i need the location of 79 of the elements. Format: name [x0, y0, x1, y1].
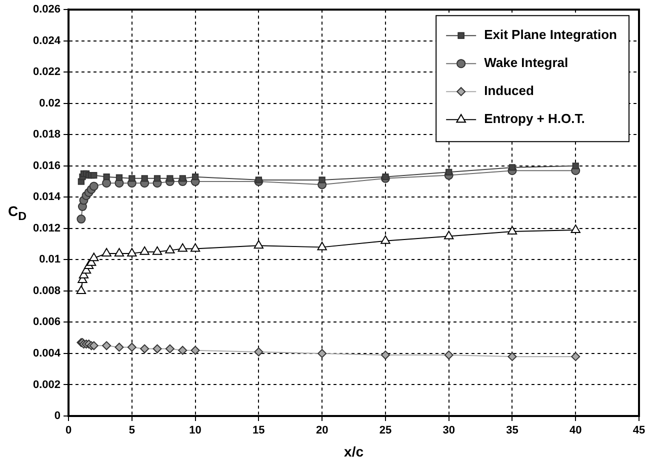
y-tick-label: 0.022 [32, 66, 61, 78]
point [254, 240, 264, 249]
y-tick-label: 0.012 [32, 222, 61, 234]
legend-label: Induced [484, 83, 534, 98]
point [89, 341, 98, 350]
y-axis-title: C$_{D}$ [8, 203, 27, 223]
point [190, 346, 200, 355]
point [255, 176, 262, 184]
point [152, 344, 162, 354]
x-tick-label: 0 [65, 424, 72, 437]
point [444, 230, 454, 240]
point [444, 350, 454, 360]
point [571, 352, 580, 362]
point [190, 243, 200, 252]
point [76, 285, 86, 294]
point [140, 344, 150, 354]
x-tick-label: 5 [128, 424, 135, 437]
x-tick-label: 40 [569, 424, 582, 437]
legend-label: Wake Integral [484, 55, 568, 70]
x-tick-label: 35 [506, 424, 518, 437]
y-tick-label: 0.004 [32, 348, 62, 360]
point [127, 342, 136, 352]
x-axis-title: x/c [344, 443, 364, 460]
y-tick-label: 0.006 [32, 316, 61, 328]
point [380, 350, 390, 360]
point [102, 341, 112, 350]
y-tick-label: 0.02 [39, 97, 61, 110]
point [103, 174, 110, 180]
point [154, 175, 161, 182]
y-tick-label: 0.024 [32, 34, 62, 47]
y-tick-label: 0.01 [39, 254, 61, 266]
point [570, 224, 580, 233]
y-tick-label: 0.008 [32, 284, 61, 297]
point [254, 347, 264, 356]
legend-label: Exit Plane Integration [484, 27, 618, 42]
point [116, 174, 123, 181]
x-tick-label: 10 [189, 424, 202, 437]
point [165, 244, 175, 254]
point [165, 344, 174, 354]
point [179, 175, 186, 182]
point [318, 348, 327, 358]
y-tick-label: 0.026 [32, 4, 61, 16]
x-tick-label: 45 [632, 424, 646, 437]
x-tick-label: 30 [442, 424, 455, 437]
y-tick-label: 0.014 [32, 191, 62, 204]
y-tick-label: 0.018 [32, 128, 61, 141]
legend-label: Entropy + H.O.T. [484, 111, 585, 126]
point [140, 246, 150, 255]
y-tick-label: 0.016 [32, 160, 61, 172]
point [90, 172, 98, 179]
point [102, 178, 112, 188]
point [114, 248, 124, 256]
point [178, 346, 188, 355]
point [317, 242, 327, 250]
point [572, 162, 579, 170]
point [127, 248, 137, 256]
x-tick-label: 20 [316, 424, 328, 437]
point [102, 248, 112, 256]
point [114, 342, 124, 352]
point [166, 175, 174, 182]
point [192, 174, 199, 180]
x-tick-label: 15 [252, 424, 265, 437]
point [318, 176, 326, 184]
point [76, 214, 86, 224]
x-tick-label: 25 [379, 424, 392, 437]
y-tick-label: 0.002 [32, 378, 61, 391]
point [508, 352, 517, 362]
point [152, 246, 162, 255]
point [178, 243, 188, 252]
point [141, 175, 148, 182]
point [128, 175, 136, 182]
point [89, 182, 98, 191]
point [89, 252, 99, 262]
point [380, 235, 390, 244]
point [382, 174, 389, 180]
point [508, 164, 516, 171]
point [507, 226, 518, 235]
point [446, 168, 452, 176]
y-tick-label: 0 [54, 410, 61, 422]
